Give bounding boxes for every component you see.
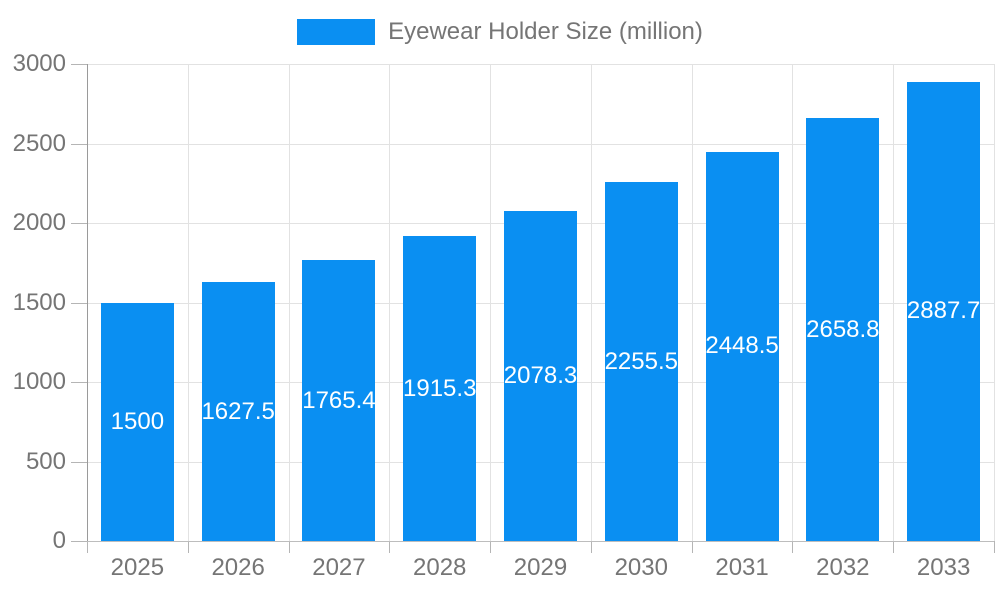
bar <box>907 81 981 541</box>
bar-value-label: 2078.3 <box>503 361 578 389</box>
x-axis-category-label: 2029 <box>513 554 568 581</box>
legend-swatch <box>297 19 376 45</box>
gridline-vertical <box>590 64 592 541</box>
y-axis-tick <box>71 143 87 145</box>
y-axis-tick-label: 2000 <box>12 209 66 236</box>
bar <box>201 282 275 541</box>
bar <box>100 302 174 541</box>
x-axis-tick <box>893 541 895 553</box>
gridline-vertical <box>490 64 492 541</box>
x-axis-tick <box>994 541 995 553</box>
x-axis-category-label: 2033 <box>916 554 971 581</box>
x-axis-tick <box>490 541 492 553</box>
y-axis-line <box>87 64 88 541</box>
bar-value-label: 2887.7 <box>906 297 981 325</box>
bar-value-label: 1500 <box>110 407 165 435</box>
bar-value-label: 2255.5 <box>604 347 678 375</box>
y-axis-tick <box>71 461 87 463</box>
y-axis-tick-label: 3000 <box>12 50 66 77</box>
y-axis-tick-label: 1500 <box>12 288 66 316</box>
y-axis-tick <box>71 382 87 383</box>
x-axis-category-label: 2026 <box>211 554 265 581</box>
y-axis-tick <box>71 64 87 65</box>
y-axis-tick-label: 1000 <box>12 368 66 395</box>
gridline-vertical <box>288 64 290 541</box>
gridline-horizontal <box>87 143 994 145</box>
gridline-vertical <box>389 64 391 541</box>
x-axis-category-label: 2025 <box>110 554 165 581</box>
bar <box>604 182 678 541</box>
gridline-vertical <box>187 64 189 541</box>
y-axis-tick-label: 0 <box>52 527 66 554</box>
gridline-vertical <box>893 64 895 541</box>
bar <box>504 210 577 541</box>
gridline-vertical <box>691 64 693 541</box>
y-axis-tick <box>71 302 87 304</box>
y-axis-tick <box>71 223 87 224</box>
x-axis-category-label: 2031 <box>715 554 769 581</box>
y-axis-tick <box>71 541 87 542</box>
y-axis-tick-label: 500 <box>25 447 66 475</box>
x-axis-category-label: 2032 <box>816 554 870 581</box>
bar-value-label: 1915.3 <box>403 374 477 402</box>
bar-value-label: 2448.5 <box>705 332 779 360</box>
x-axis-tick <box>590 541 592 553</box>
x-axis-tick <box>288 541 290 553</box>
y-axis-tick-label: 2500 <box>12 129 66 157</box>
bar <box>302 260 376 541</box>
bar <box>403 236 477 541</box>
bar <box>806 118 880 541</box>
bar <box>705 151 779 541</box>
x-axis-tick <box>187 541 189 553</box>
gridline-vertical <box>994 64 995 541</box>
bar-value-label: 1627.5 <box>201 397 275 425</box>
x-axis-category-label: 2028 <box>413 554 467 581</box>
x-axis-tick <box>389 541 391 553</box>
x-axis-tick <box>792 541 794 553</box>
bar-value-label: 1765.4 <box>302 386 376 414</box>
x-axis-category-label: 2030 <box>614 554 668 581</box>
gridline-horizontal <box>87 64 994 65</box>
gridline-vertical <box>792 64 794 541</box>
x-axis-tick <box>691 541 693 553</box>
legend-label: Eyewear Holder Size (million) <box>388 18 703 45</box>
x-axis-tick <box>87 541 88 553</box>
x-axis-category-label: 2027 <box>312 554 366 581</box>
bar-value-label: 2658.8 <box>806 315 880 343</box>
legend[interactable]: Eyewear Holder Size (million) <box>0 18 1000 46</box>
x-axis-line <box>87 541 994 542</box>
